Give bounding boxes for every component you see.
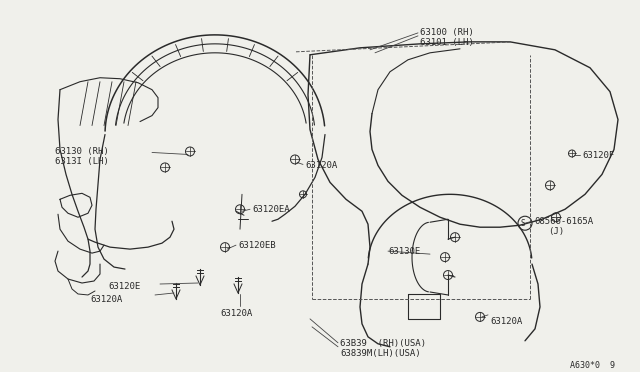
Text: S: S [521,219,525,228]
Text: 63120A: 63120A [90,295,122,304]
Text: 63120A: 63120A [220,309,252,318]
Text: 63101 (LH): 63101 (LH) [420,38,474,47]
Text: A630*0  9: A630*0 9 [570,361,615,370]
Text: 63120EA: 63120EA [252,205,290,214]
Text: (J): (J) [548,227,564,236]
Text: 63120E: 63120E [108,282,140,291]
Text: 63120F: 63120F [582,151,614,160]
Text: 08566-6165A: 08566-6165A [534,217,593,226]
Text: 63B39  (RH)(USA): 63B39 (RH)(USA) [340,339,426,348]
Text: 63120A: 63120A [305,161,337,170]
Text: 6313I (LH): 6313I (LH) [55,157,109,166]
Text: 63100 (RH): 63100 (RH) [420,28,474,37]
Text: 63120EB: 63120EB [238,241,276,250]
Text: 63130 (RH): 63130 (RH) [55,147,109,157]
Text: 63120A: 63120A [490,317,522,326]
Text: 63839M(LH)(USA): 63839M(LH)(USA) [340,349,420,358]
Text: 63130E: 63130E [388,247,420,256]
